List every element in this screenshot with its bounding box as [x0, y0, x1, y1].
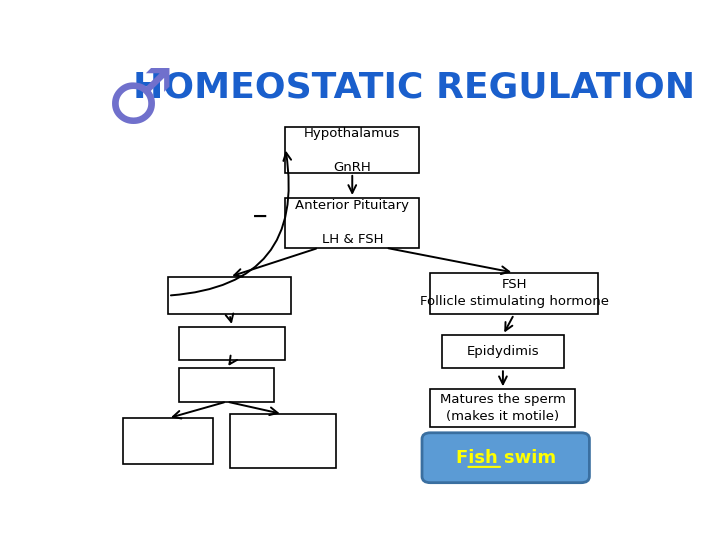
FancyBboxPatch shape — [179, 327, 285, 360]
FancyBboxPatch shape — [285, 198, 419, 248]
Text: Anterior Pituitary

LH & FSH: Anterior Pituitary LH & FSH — [295, 199, 409, 246]
FancyBboxPatch shape — [179, 368, 274, 402]
FancyArrowPatch shape — [171, 153, 291, 295]
Text: ♂: ♂ — [106, 65, 174, 139]
Text: Hypothalamus

GnRH: Hypothalamus GnRH — [304, 126, 400, 173]
FancyBboxPatch shape — [124, 418, 213, 464]
FancyBboxPatch shape — [230, 414, 336, 468]
FancyBboxPatch shape — [431, 389, 575, 427]
Text: HOMEOSTATIC REGULATION: HOMEOSTATIC REGULATION — [132, 71, 695, 105]
Text: −: − — [252, 207, 269, 226]
Text: Matures the sperm
(makes it motile): Matures the sperm (makes it motile) — [440, 393, 566, 423]
FancyBboxPatch shape — [431, 273, 598, 314]
FancyBboxPatch shape — [285, 127, 419, 173]
Text: FSH
Follicle stimulating hormone: FSH Follicle stimulating hormone — [420, 279, 608, 308]
FancyBboxPatch shape — [422, 433, 590, 483]
Text: Fish swim: Fish swim — [456, 449, 556, 467]
FancyBboxPatch shape — [168, 277, 291, 314]
Text: Epidydimis: Epidydimis — [467, 345, 539, 358]
FancyBboxPatch shape — [441, 335, 564, 368]
